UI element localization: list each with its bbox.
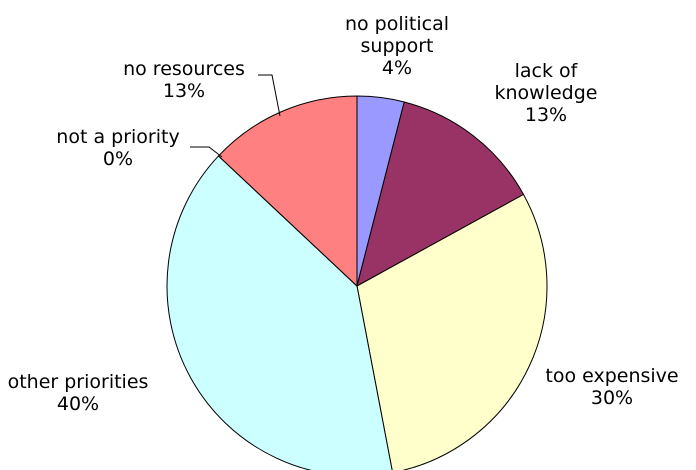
pie-slice-other-priorities — [166, 155, 393, 470]
slice-value-label: 13% — [163, 80, 205, 102]
leader-line — [258, 74, 281, 117]
pie-slice-too-expensive — [356, 193, 548, 470]
slice-label: lack of knowledge 13% — [495, 60, 598, 126]
slice-name-label: no resources — [123, 58, 245, 80]
slice-label: other priorities 40% — [8, 371, 149, 415]
slice-value-label: 4% — [382, 57, 412, 79]
slice-name-label: not a priority — [56, 126, 179, 148]
slice-label: not a priority 0% — [56, 126, 179, 170]
pie-slice-no-resources — [217, 95, 358, 288]
slice-label: too expensive 30% — [545, 365, 678, 409]
slice-value-label: 30% — [591, 387, 633, 409]
pie-slice-lack-of-knowledge — [356, 101, 525, 287]
leader-line — [190, 146, 223, 158]
slice-name-label: knowledge — [495, 82, 598, 104]
pie-slices — [166, 95, 548, 470]
slice-value-label: 0% — [103, 148, 133, 170]
leader-lines — [190, 74, 281, 158]
slice-label: no political support 4% — [345, 13, 449, 79]
slice-name-label: support — [361, 35, 434, 57]
slice-label: no resources 13% — [123, 58, 245, 102]
slice-name-label: other priorities — [8, 371, 149, 393]
slice-labels: no political support 4% lack of knowledge 13%… — [8, 13, 679, 415]
slice-name-label: no political — [345, 13, 449, 35]
slice-name-label: lack of — [515, 60, 579, 82]
slice-value-label: 13% — [525, 104, 567, 126]
slice-value-label: 40% — [57, 393, 99, 415]
slice-name-label: too expensive — [545, 365, 678, 387]
